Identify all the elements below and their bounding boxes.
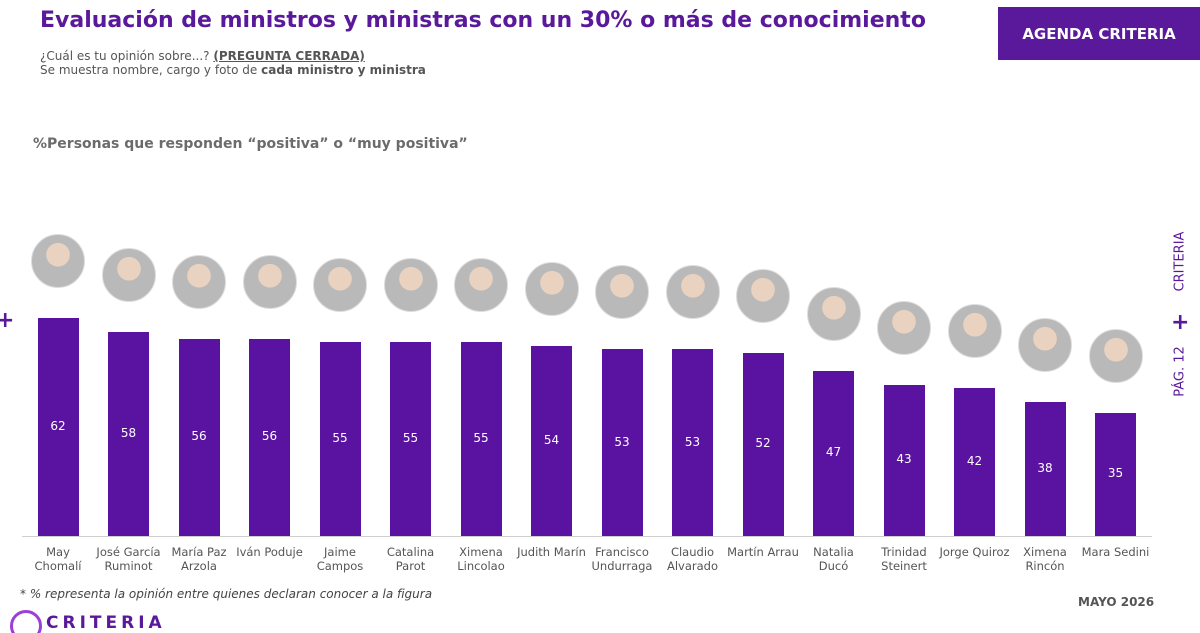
value-label: 43	[896, 452, 912, 467]
value-label: 62	[50, 418, 66, 433]
note: Se muestra nombre, cargo y foto de cada …	[40, 63, 426, 77]
x-tick-label: Judith Marín	[517, 545, 586, 559]
logo-mark	[10, 610, 42, 633]
bar	[672, 349, 713, 536]
photo	[31, 233, 85, 288]
x-tick-label: Catalina Parot	[386, 545, 435, 573]
bar	[1095, 412, 1136, 536]
photo	[595, 265, 649, 320]
bar	[390, 342, 431, 536]
bar	[1024, 402, 1066, 536]
axis-line	[22, 536, 1152, 537]
x-tick-label: Jorge Quiroz	[939, 545, 1010, 559]
photo	[454, 258, 508, 313]
bar	[108, 331, 149, 536]
photo	[877, 300, 931, 355]
photo	[524, 261, 579, 316]
x-tick-label: Trinidad Steinert	[881, 545, 927, 573]
bar	[531, 345, 572, 536]
bar	[178, 338, 220, 536]
x-tick-label: May Chomalí	[34, 545, 82, 573]
footnote: * % representa la opinión entre quienes …	[20, 587, 433, 601]
bar	[319, 342, 361, 536]
x-tick-label: Jaime Campos	[316, 545, 364, 573]
logo: CRITERIA	[46, 613, 166, 633]
value-label: 54	[543, 432, 560, 447]
value-label: 52	[755, 436, 771, 451]
value-label: 55	[332, 431, 348, 446]
value-label: 47	[825, 445, 842, 460]
photo	[172, 254, 226, 309]
value-label: 56	[191, 429, 207, 444]
value-label: 55	[473, 431, 489, 446]
bar	[813, 370, 854, 536]
photo	[101, 247, 156, 302]
photo	[665, 265, 720, 320]
photo	[736, 268, 790, 323]
value-label: 53	[614, 434, 630, 449]
x-tick-label: Ximena Lincolao	[457, 545, 505, 573]
chart-subtitle: %Personas que responden “positiva” o “mu…	[33, 136, 468, 152]
question-type: (PREGUNTA CERRADA)	[213, 49, 365, 63]
value-label: 56	[261, 429, 278, 444]
title: Evaluación de ministros y ministras con …	[40, 8, 926, 33]
x-tick-label: Iván Poduje	[236, 545, 303, 559]
side-brand: CRITERIA	[1172, 231, 1188, 292]
note-text: Se muestra nombre, cargo y foto de	[40, 63, 258, 77]
date: MAYO 2026	[1078, 595, 1155, 609]
x-tick-label: María Paz Arzola	[171, 545, 227, 573]
value-label: 58	[120, 425, 137, 440]
bar	[954, 388, 995, 536]
bar	[742, 352, 784, 536]
value-label: 53	[684, 434, 701, 449]
bar	[601, 349, 643, 536]
value-label: 35	[1107, 466, 1124, 481]
plus-icon: +	[0, 308, 15, 333]
photo	[242, 254, 297, 309]
value-label: 42	[966, 454, 983, 469]
x-tick-label: Francisco Undurraga	[591, 545, 653, 573]
x-tick-label: Martín Arrau	[727, 545, 799, 559]
x-tick-label: Claudio Alvarado	[666, 545, 719, 573]
value-label: 38	[1037, 461, 1053, 476]
photo	[313, 258, 367, 313]
bar	[249, 338, 290, 536]
bar	[37, 317, 79, 536]
page-number: PÁG. 12	[1172, 346, 1188, 397]
bar	[460, 342, 502, 536]
note-bold: cada ministro y ministra	[261, 63, 426, 77]
photo	[806, 286, 861, 341]
question-text: ¿Cuál es tu opinión sobre...?	[40, 49, 210, 63]
agenda-button[interactable]: AGENDA CRITERIA	[998, 7, 1200, 60]
photo	[1018, 318, 1072, 373]
question: ¿Cuál es tu opinión sobre...? (PREGUNTA …	[40, 49, 365, 63]
bar	[883, 384, 925, 536]
x-tick-label: Ximena Rincón	[1023, 545, 1067, 573]
x-tick-label: Mara Sedini	[1081, 545, 1150, 559]
plus-icon: +	[1171, 310, 1190, 335]
photo	[383, 258, 438, 313]
photo	[1088, 328, 1143, 383]
photo	[947, 304, 1002, 359]
value-label: 55	[402, 431, 419, 446]
x-tick-label: Natalia Ducó	[813, 545, 854, 573]
x-tick-label: José García Ruminot	[96, 545, 161, 573]
